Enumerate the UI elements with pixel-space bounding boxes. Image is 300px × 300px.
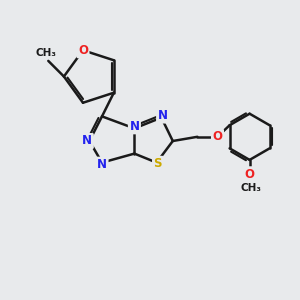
Text: N: N <box>97 158 107 171</box>
Text: N: N <box>82 134 92 148</box>
Text: O: O <box>212 130 223 143</box>
Text: CH₃: CH₃ <box>240 183 261 193</box>
Text: CH₃: CH₃ <box>35 48 56 58</box>
Text: N: N <box>158 109 168 122</box>
Text: S: S <box>154 157 162 170</box>
Text: N: N <box>129 120 140 133</box>
Text: O: O <box>244 168 255 181</box>
Text: O: O <box>78 44 88 57</box>
